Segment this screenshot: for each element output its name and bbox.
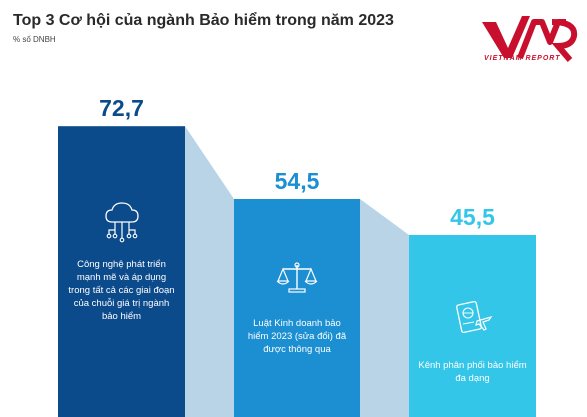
bar-value-2: 54,5 [275,168,320,194]
bar-2 [234,199,360,417]
logo-text: VIETNAM REPORT [484,55,561,62]
bar-label-1: Công nghệ phát triển mạnh mẽ và áp dụng … [68,259,175,323]
chart-subtitle: % số DNBH [13,35,56,44]
scales-icon [276,262,318,293]
bar-label-2: Luật Kinh doanh bảo hiểm 2023 (sửa đổi) … [247,318,347,355]
bar-connector [185,126,234,417]
bar-connector [360,199,409,417]
cloud-network-icon [104,202,139,243]
chart-title: Top 3 Cơ hội của ngành Bảo hiểm trong nă… [13,12,394,29]
bar-value-1: 72,7 [99,95,144,121]
bar-3 [409,235,536,417]
passport-plane-icon [455,300,492,334]
bar-value-3: 45,5 [450,204,495,230]
vnr-logo [482,16,578,62]
bar-label-3: Kênh phân phối bảo hiểm đa dạng [418,360,527,384]
bar-1 [58,126,185,417]
